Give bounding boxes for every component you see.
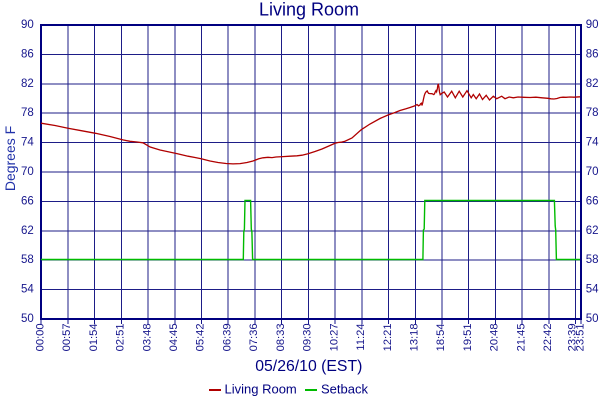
svg-text:90: 90 bbox=[21, 19, 34, 31]
svg-text:05/26/10 (EST): 05/26/10 (EST) bbox=[255, 358, 362, 375]
svg-text:08:33: 08:33 bbox=[275, 323, 287, 351]
svg-text:06:39: 06:39 bbox=[221, 323, 233, 351]
svg-text:Degrees F: Degrees F bbox=[2, 126, 18, 191]
svg-text:62: 62 bbox=[21, 225, 34, 237]
svg-text:66: 66 bbox=[21, 195, 34, 207]
svg-text:50: 50 bbox=[21, 313, 34, 325]
svg-text:78: 78 bbox=[586, 107, 599, 119]
svg-text:78: 78 bbox=[21, 107, 34, 119]
svg-text:50: 50 bbox=[586, 313, 599, 325]
svg-text:74: 74 bbox=[586, 137, 599, 149]
svg-text:62: 62 bbox=[586, 225, 599, 237]
svg-text:82: 82 bbox=[586, 78, 599, 90]
svg-text:58: 58 bbox=[586, 254, 599, 266]
svg-text:13:18: 13:18 bbox=[409, 323, 421, 351]
svg-text:70: 70 bbox=[586, 166, 599, 178]
svg-text:86: 86 bbox=[586, 48, 599, 60]
svg-text:23:39: 23:39 bbox=[566, 323, 578, 351]
svg-text:70: 70 bbox=[21, 166, 34, 178]
svg-text:07:36: 07:36 bbox=[248, 323, 260, 351]
svg-text:00:57: 00:57 bbox=[61, 323, 73, 351]
svg-text:86: 86 bbox=[21, 48, 34, 60]
svg-text:09:30: 09:30 bbox=[302, 323, 314, 351]
svg-text:54: 54 bbox=[586, 284, 599, 296]
svg-text:18:54: 18:54 bbox=[435, 323, 447, 351]
svg-text:19:51: 19:51 bbox=[462, 323, 474, 351]
svg-text:00:00: 00:00 bbox=[34, 323, 46, 351]
svg-text:20:48: 20:48 bbox=[489, 323, 501, 351]
svg-text:01:54: 01:54 bbox=[88, 323, 100, 351]
svg-text:04:45: 04:45 bbox=[168, 323, 180, 351]
svg-text:66: 66 bbox=[586, 195, 599, 207]
svg-text:82: 82 bbox=[21, 78, 34, 90]
svg-text:Setback: Setback bbox=[321, 382, 368, 397]
svg-text:12:21: 12:21 bbox=[382, 323, 394, 351]
svg-text:23:51: 23:51 bbox=[574, 323, 586, 351]
svg-text:11:24: 11:24 bbox=[355, 323, 367, 350]
svg-text:74: 74 bbox=[21, 137, 34, 149]
svg-text:90: 90 bbox=[586, 19, 599, 31]
svg-text:Living Room: Living Room bbox=[259, 0, 359, 20]
svg-text:Living Room: Living Room bbox=[225, 382, 297, 397]
svg-text:54: 54 bbox=[21, 284, 34, 296]
svg-text:03:48: 03:48 bbox=[141, 323, 153, 351]
svg-text:02:51: 02:51 bbox=[115, 323, 127, 351]
svg-text:21:45: 21:45 bbox=[515, 323, 527, 351]
svg-text:58: 58 bbox=[21, 254, 34, 266]
svg-text:22:42: 22:42 bbox=[542, 323, 554, 351]
svg-text:05:42: 05:42 bbox=[195, 323, 207, 351]
svg-text:10:27: 10:27 bbox=[328, 323, 340, 351]
